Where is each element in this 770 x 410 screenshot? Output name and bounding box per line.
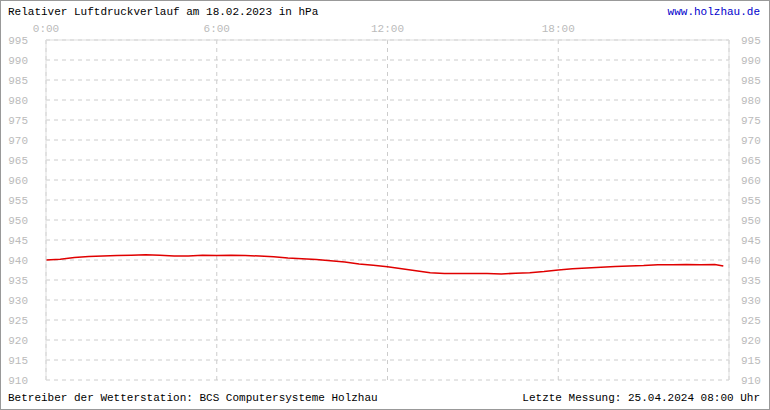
svg-text:980: 980 xyxy=(741,95,761,107)
svg-text:975: 975 xyxy=(8,115,28,127)
svg-text:950: 950 xyxy=(741,215,761,227)
svg-text:920: 920 xyxy=(741,335,761,347)
svg-text:910: 910 xyxy=(8,375,28,387)
svg-text:930: 930 xyxy=(8,295,28,307)
svg-text:935: 935 xyxy=(8,275,28,287)
svg-text:915: 915 xyxy=(8,355,28,367)
svg-text:990: 990 xyxy=(741,55,761,67)
svg-text:980: 980 xyxy=(8,95,28,107)
svg-text:6:00: 6:00 xyxy=(204,23,230,35)
svg-text:995: 995 xyxy=(8,35,28,47)
svg-text:12:00: 12:00 xyxy=(371,23,404,35)
svg-text:920: 920 xyxy=(8,335,28,347)
svg-text:995: 995 xyxy=(741,35,761,47)
svg-text:0:00: 0:00 xyxy=(33,23,59,35)
svg-text:955: 955 xyxy=(8,195,28,207)
svg-text:930: 930 xyxy=(741,295,761,307)
svg-text:955: 955 xyxy=(741,195,761,207)
svg-text:975: 975 xyxy=(741,115,761,127)
svg-text:940: 940 xyxy=(8,255,28,267)
svg-text:990: 990 xyxy=(8,55,28,67)
svg-text:950: 950 xyxy=(8,215,28,227)
svg-text:925: 925 xyxy=(8,315,28,327)
svg-text:925: 925 xyxy=(741,315,761,327)
svg-text:985: 985 xyxy=(8,75,28,87)
svg-text:945: 945 xyxy=(8,235,28,247)
svg-text:965: 965 xyxy=(741,155,761,167)
svg-text:985: 985 xyxy=(741,75,761,87)
svg-text:970: 970 xyxy=(741,135,761,147)
svg-text:915: 915 xyxy=(741,355,761,367)
svg-text:960: 960 xyxy=(8,175,28,187)
svg-text:960: 960 xyxy=(741,175,761,187)
svg-text:910: 910 xyxy=(741,375,761,387)
svg-text:935: 935 xyxy=(741,275,761,287)
svg-text:945: 945 xyxy=(741,235,761,247)
svg-text:940: 940 xyxy=(741,255,761,267)
html-text:Relativer Luftdruckverlauf am: Relativer Luftdruckverlauf am 18.02.2023… xyxy=(8,6,319,18)
html-text:Letzte Messung: 25.04.2024 08:: Letzte Messung: 25.04.2024 08:00 Uhr xyxy=(522,392,760,404)
svg-text:18:00: 18:00 xyxy=(542,23,575,35)
html-text:www.holzhau.de: www.holzhau.de xyxy=(667,6,760,18)
svg-text:970: 970 xyxy=(8,135,28,147)
html-text:Betreiber der Wetterstation: B: Betreiber der Wetterstation: BCS Compute… xyxy=(8,392,378,404)
svg-text:965: 965 xyxy=(8,155,28,167)
